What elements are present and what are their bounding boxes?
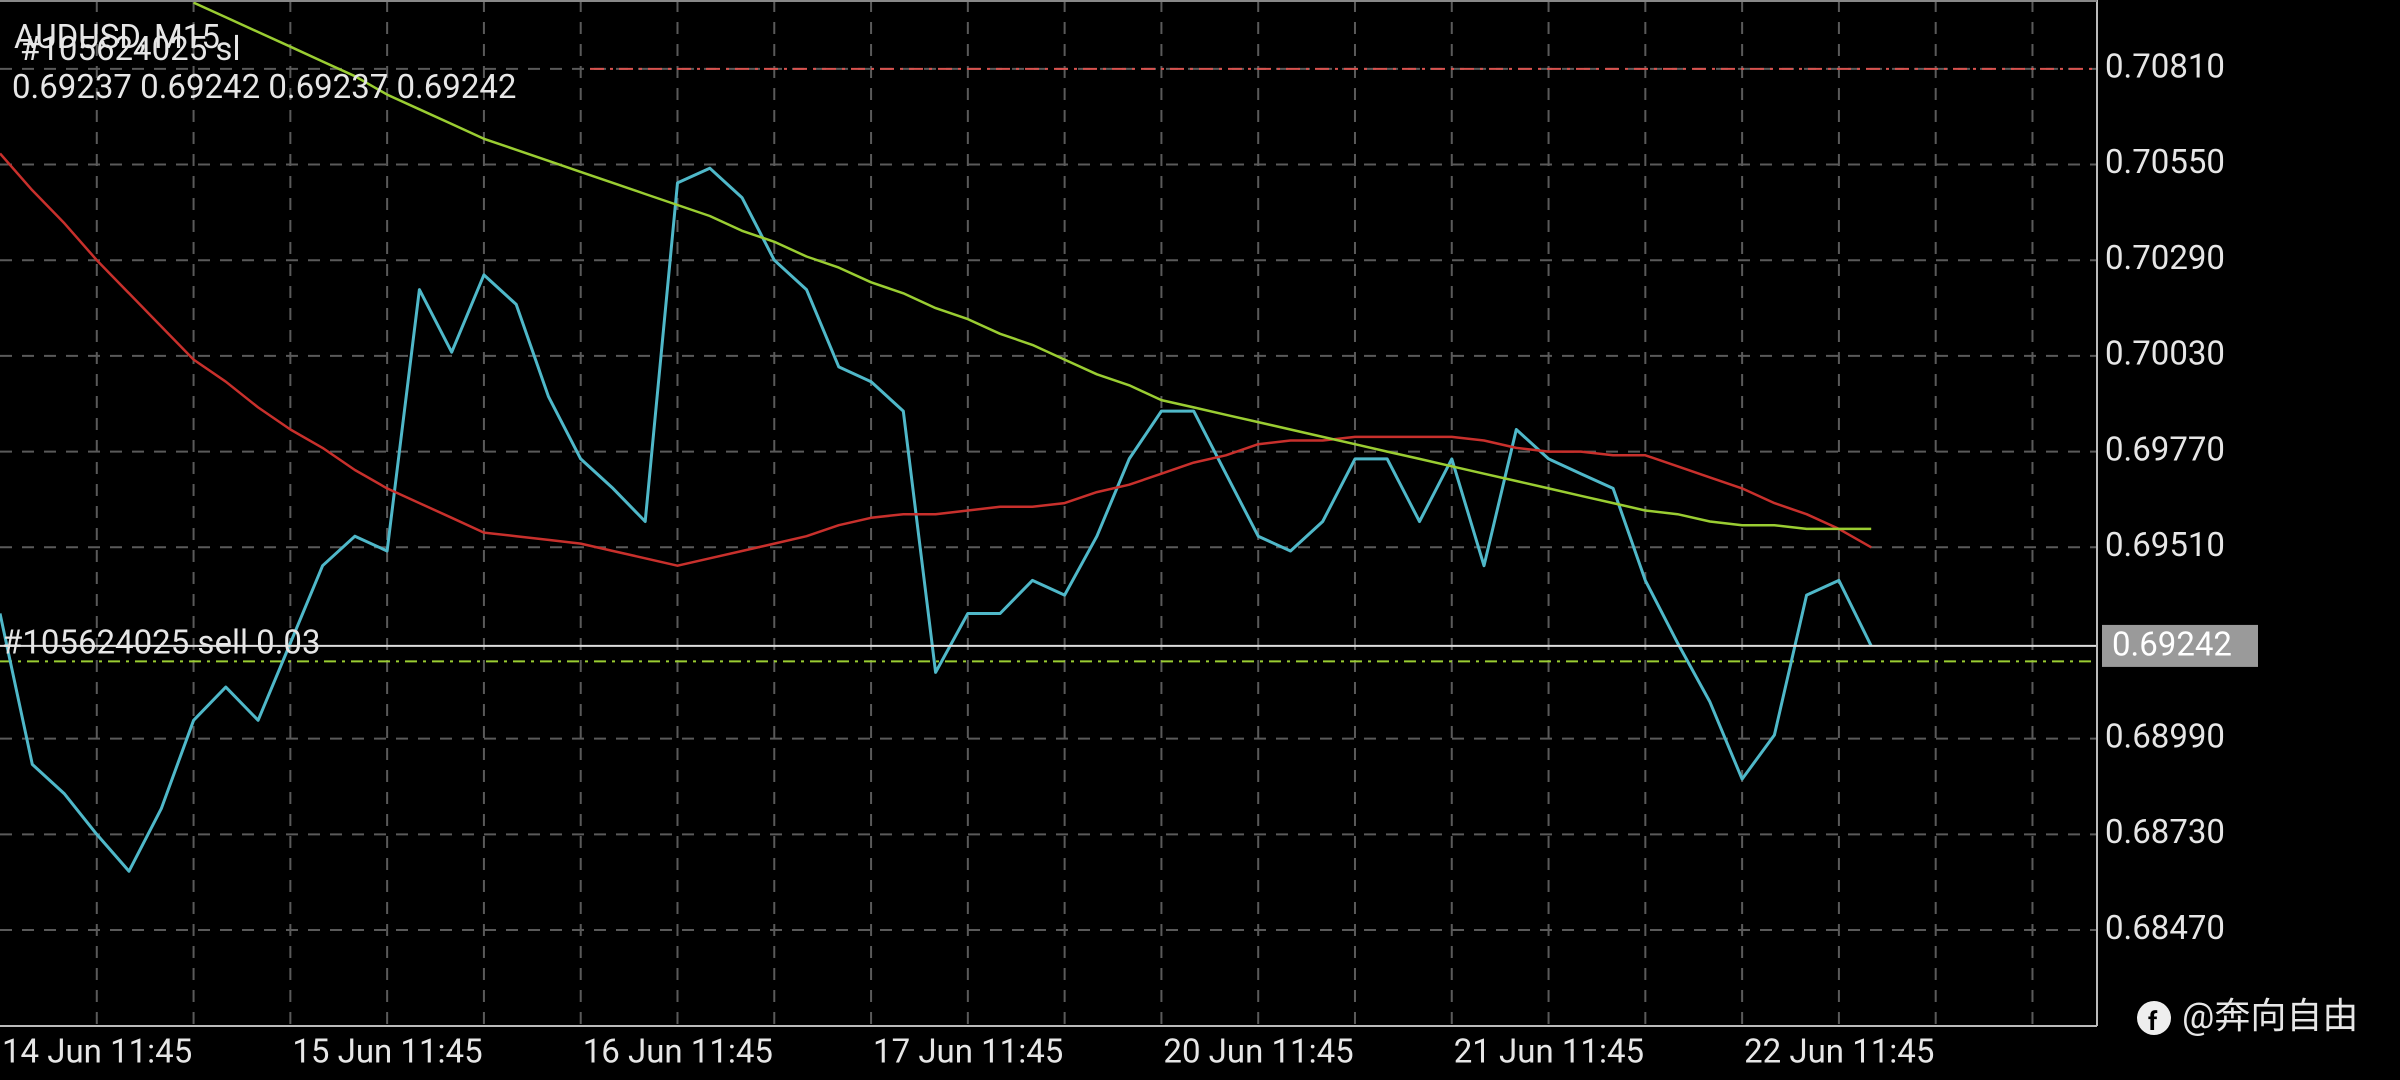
series-line <box>193 1 1872 531</box>
order-label: #105624025 sl <box>20 30 240 69</box>
y-tick-label: 0.68470 <box>2105 909 2225 948</box>
watermark: @奔向自由 <box>2182 995 2358 1037</box>
x-tick-label: 15 Jun 11:45 <box>292 1033 482 1072</box>
y-tick-label: 0.70550 <box>2105 143 2225 182</box>
plot <box>0 1 2097 873</box>
y-tick-label: 0.70810 <box>2105 48 2225 87</box>
svg-text:f: f <box>2148 1007 2158 1037</box>
y-tick-label: 0.68730 <box>2105 813 2225 852</box>
price-box <box>2102 624 2258 667</box>
order-label: #105624025 sell 0.03 <box>2 623 321 662</box>
y-tick-label: 0.69510 <box>2105 526 2225 565</box>
x-tick-label: 17 Jun 11:45 <box>873 1033 1063 1072</box>
series-line <box>0 166 1873 873</box>
x-tick-label: 20 Jun 11:45 <box>1163 1033 1353 1072</box>
y-tick-label: 0.68990 <box>2105 717 2225 756</box>
x-tick-label: 22 Jun 11:45 <box>1744 1033 1934 1072</box>
chart-title: AUDUSD, M15 <box>14 18 220 57</box>
y-tick-label: 0.69770 <box>2105 430 2225 469</box>
x-tick-label: 21 Jun 11:45 <box>1454 1033 1644 1072</box>
x-tick-label: 14 Jun 11:45 <box>2 1033 192 1072</box>
series-line <box>0 152 1872 567</box>
y-tick-label: 0.70030 <box>2105 335 2225 374</box>
x-tick-label: 16 Jun 11:45 <box>583 1033 773 1072</box>
price-label: 0.69242 <box>2112 626 2232 665</box>
y-tick-label: 0.70290 <box>2105 239 2225 278</box>
grid <box>0 0 2097 1025</box>
ohlc: 0.69237 0.69242 0.69237 0.69242 <box>12 68 516 107</box>
watermark-icon: f <box>2137 1001 2171 1037</box>
